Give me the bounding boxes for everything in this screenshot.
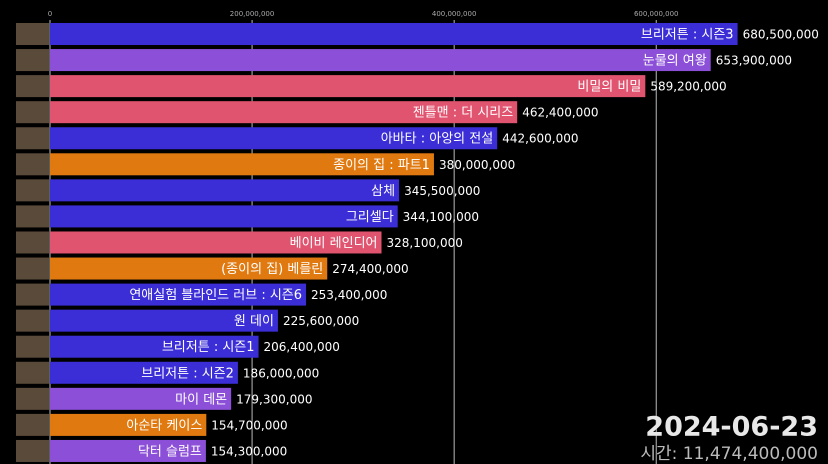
x-tick-label: 400,000,000 (432, 10, 477, 18)
bar-label: 브리저튼 : 시즌3 (641, 28, 734, 43)
thumbnail (16, 127, 49, 150)
bar (50, 387, 232, 410)
bar-label: 젠틀맨 : 더 시리즈 (413, 106, 514, 121)
bar-label: 비밀의 비밀 (577, 80, 641, 95)
value-label: 253,400,000 (311, 288, 387, 302)
value-label: 653,900,000 (716, 54, 792, 68)
value-label: 462,400,000 (522, 106, 598, 120)
bar-label: 종이의 집 : 파트1 (333, 158, 430, 173)
value-label: 206,400,000 (264, 340, 340, 354)
value-label: 225,600,000 (283, 314, 359, 328)
thumbnail (16, 439, 49, 462)
thumbnail (16, 335, 49, 358)
thumbnail (16, 75, 49, 98)
value-label: 274,400,000 (332, 262, 408, 276)
thumbnail (16, 231, 49, 254)
value-label: 345,500,000 (404, 184, 480, 198)
thumbnail (16, 23, 49, 45)
thumbnail (16, 179, 49, 202)
thumbnail (16, 49, 49, 72)
total-label: 시간: 11,474,400,000 (640, 444, 818, 464)
thumbnail (16, 205, 49, 228)
bar (50, 439, 206, 462)
bar-label: 닥터 슬럼프 (138, 444, 202, 459)
bar (50, 49, 711, 72)
bar (50, 127, 498, 150)
value-label: 328,100,000 (387, 236, 463, 250)
thumbnail (16, 309, 49, 332)
bar (50, 361, 238, 384)
value-label: 442,600,000 (502, 132, 578, 146)
x-tick-label: 0 (48, 10, 52, 18)
bar-label: 브리저튼 : 시즌1 (162, 340, 255, 355)
date-label: 2024-06-23 (645, 412, 818, 443)
bar (50, 231, 382, 254)
bar (50, 153, 434, 176)
value-label: 154,300,000 (211, 444, 287, 458)
thumbnail (16, 257, 49, 280)
bar (50, 283, 307, 306)
bar-label: 베이비 레인디어 (290, 236, 378, 251)
bar (50, 101, 518, 124)
bar-label: 마이 데몬 (175, 392, 227, 407)
thumbnail (16, 361, 49, 384)
bar-label: 브리저튼 : 시즌2 (141, 366, 234, 381)
bar (50, 257, 328, 280)
thumbnail (16, 387, 49, 410)
bar-label: 아순타 케이스 (126, 418, 202, 433)
thumbnail (16, 283, 49, 306)
x-tick-label: 600,000,000 (634, 10, 679, 18)
value-label: 186,000,000 (243, 366, 319, 380)
bar (50, 179, 400, 202)
thumbnail (16, 153, 49, 176)
bar (50, 413, 207, 436)
value-label: 680,500,000 (743, 28, 819, 42)
value-label: 380,000,000 (439, 158, 515, 172)
bar-label: 삼체 (371, 184, 395, 199)
bar-label: 아바타 : 아앙의 전설 (381, 132, 493, 147)
bar-label: (종이의 집) 베를린 (221, 262, 323, 277)
bar-label: 그리셀다 (346, 210, 394, 225)
bar-label: 눈물의 여왕 (643, 54, 707, 69)
bar-label: 연애실험 블라인드 러브 : 시즌6 (129, 288, 302, 303)
value-label: 154,700,000 (211, 418, 287, 432)
thumbnail (16, 101, 49, 124)
bar-label: 원 데이 (234, 314, 274, 329)
bar (50, 23, 738, 45)
bar (50, 309, 278, 332)
value-label: 179,300,000 (236, 392, 312, 406)
x-tick-label: 200,000,000 (230, 10, 275, 18)
value-label: 589,200,000 (650, 80, 726, 94)
bar (50, 75, 646, 98)
bar (50, 205, 398, 228)
value-label: 344,100,000 (403, 210, 479, 224)
thumbnail (16, 413, 49, 436)
bar (50, 335, 259, 358)
